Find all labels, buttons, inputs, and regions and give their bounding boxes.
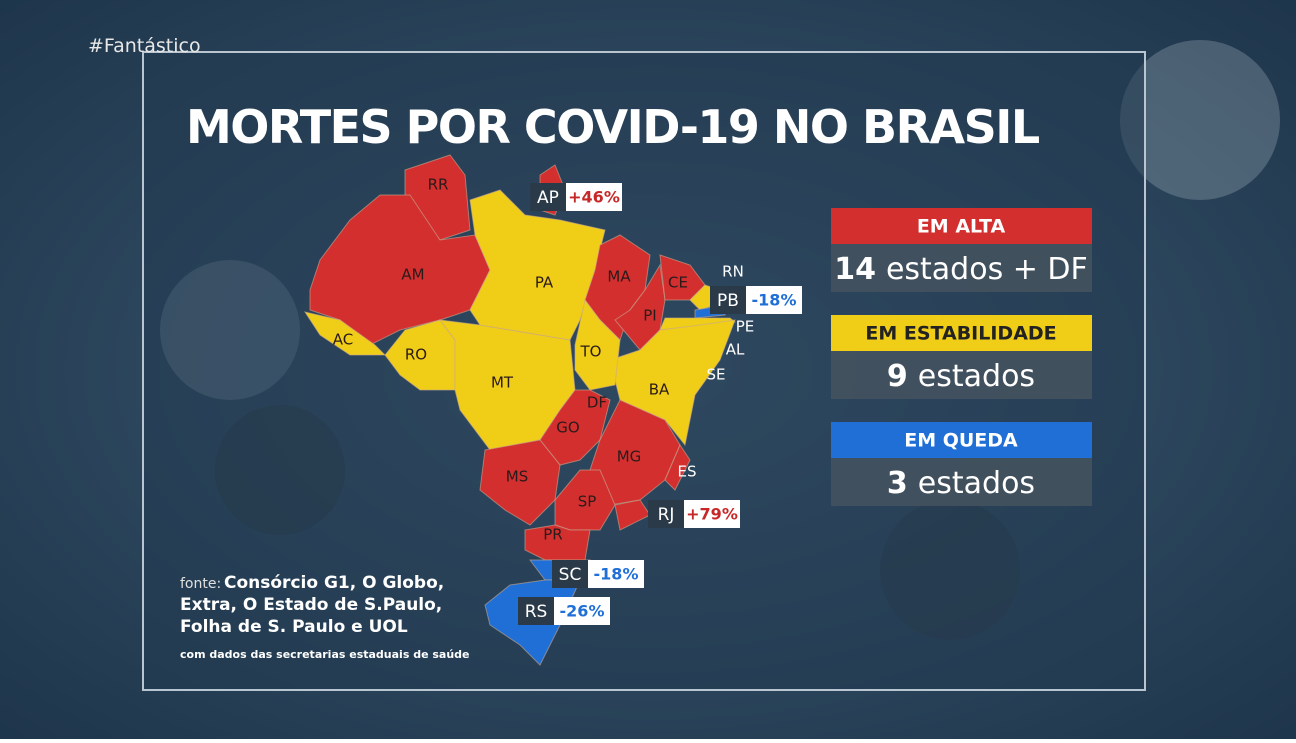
source-line: Folha de S. Paulo e UOL <box>180 617 408 637</box>
callouts: AP +46% PB -18% RJ +79% SC -18% RS -26% <box>518 183 802 625</box>
callout-state-box <box>552 560 588 588</box>
callout-change: -18% <box>752 291 797 310</box>
legend-body <box>831 351 1092 399</box>
state-ms <box>479 439 561 526</box>
title: MORTES POR COVID-19 NO BRASIL <box>186 100 1040 154</box>
legend: EM ALTA 14 estados + DF EM ESTABILIDADE 9 est… <box>831 208 1092 506</box>
state-label: BA <box>649 381 670 399</box>
state-label: PA <box>535 274 554 292</box>
state-label: MA <box>607 268 631 286</box>
state-label: DF <box>587 394 607 412</box>
state-label: PR <box>543 526 562 544</box>
state-to <box>574 298 621 391</box>
legend-count: 9 <box>887 359 908 394</box>
source-line: Consórcio G1, O Globo, <box>224 573 444 593</box>
callout-state-box <box>710 286 746 314</box>
callout-state-box <box>648 500 684 528</box>
state-label: RN <box>722 263 744 281</box>
legend-body <box>831 244 1092 292</box>
legend-text: estados <box>918 466 1035 501</box>
state-pr <box>524 524 591 561</box>
legend-body <box>831 458 1092 506</box>
callout-change-box <box>554 597 610 625</box>
map <box>303 154 737 666</box>
callout-change: +46% <box>568 188 620 207</box>
state-labels: RR AM PA AC RO MT MA CE PI TO BA DF GO MG MS SP PR RN PE AL… <box>333 176 755 544</box>
legend-value: 14 estados + DF <box>834 252 1088 287</box>
state-label: CE <box>668 274 688 292</box>
state-label: SE <box>707 366 726 384</box>
legend-heading: EM ALTA <box>917 216 1006 238</box>
callout-state: SC <box>559 565 582 585</box>
legend-count: 14 <box>834 252 876 287</box>
source-note: com dados das secretarias estaduais de s… <box>180 648 470 661</box>
brand: #Fantástico <box>88 35 201 57</box>
legend-header <box>831 315 1092 351</box>
callout-change-box <box>588 560 644 588</box>
legend-value: 3 estados <box>887 466 1035 501</box>
source-line: Extra, O Estado de S.Paulo, <box>180 595 442 615</box>
state-pa <box>469 189 606 341</box>
callout-state: RS <box>525 602 548 622</box>
state-label: PE <box>736 318 755 336</box>
state-label: MT <box>491 374 514 392</box>
callout-change: +79% <box>686 505 738 524</box>
state-label: GO <box>556 419 579 437</box>
callout-change-box <box>746 286 802 314</box>
state-label: AL <box>726 341 745 359</box>
legend-text: estados <box>918 359 1035 394</box>
callout-change-box <box>566 183 622 211</box>
legend-count: 3 <box>887 466 908 501</box>
source-prefix: fonte: <box>180 576 221 592</box>
callout-change: -26% <box>560 602 605 621</box>
state-label: ES <box>678 463 697 481</box>
state-label: PI <box>643 307 656 325</box>
state-go <box>539 389 611 466</box>
state-label: MG <box>617 448 642 466</box>
legend-header <box>831 208 1092 244</box>
source: fonte: Consórcio G1, O Globo,Extra, O Est… <box>180 573 470 661</box>
cloud <box>1120 40 1280 200</box>
state-label: AM <box>401 266 424 284</box>
state-label: AC <box>333 331 353 349</box>
state-label: MS <box>506 468 528 486</box>
callout-change: -18% <box>594 565 639 584</box>
callout-state-box <box>518 597 554 625</box>
legend-value: 9 estados <box>887 359 1035 394</box>
state-es <box>664 443 691 491</box>
state-label: SP <box>578 493 597 511</box>
legend-header <box>831 422 1092 458</box>
state-label: RR <box>428 176 449 194</box>
state-label: TO <box>580 343 602 361</box>
callout-change-box <box>684 500 740 528</box>
callout-state: AP <box>537 188 559 208</box>
legend-heading: EM ESTABILIDADE <box>865 323 1056 345</box>
legend-heading: EM QUEDA <box>904 430 1018 452</box>
callout-state: RJ <box>658 505 675 525</box>
callout-state-box <box>530 183 566 211</box>
state-label: RO <box>405 346 427 364</box>
callout-state: PB <box>717 291 739 311</box>
legend-text: estados + DF <box>886 252 1088 287</box>
